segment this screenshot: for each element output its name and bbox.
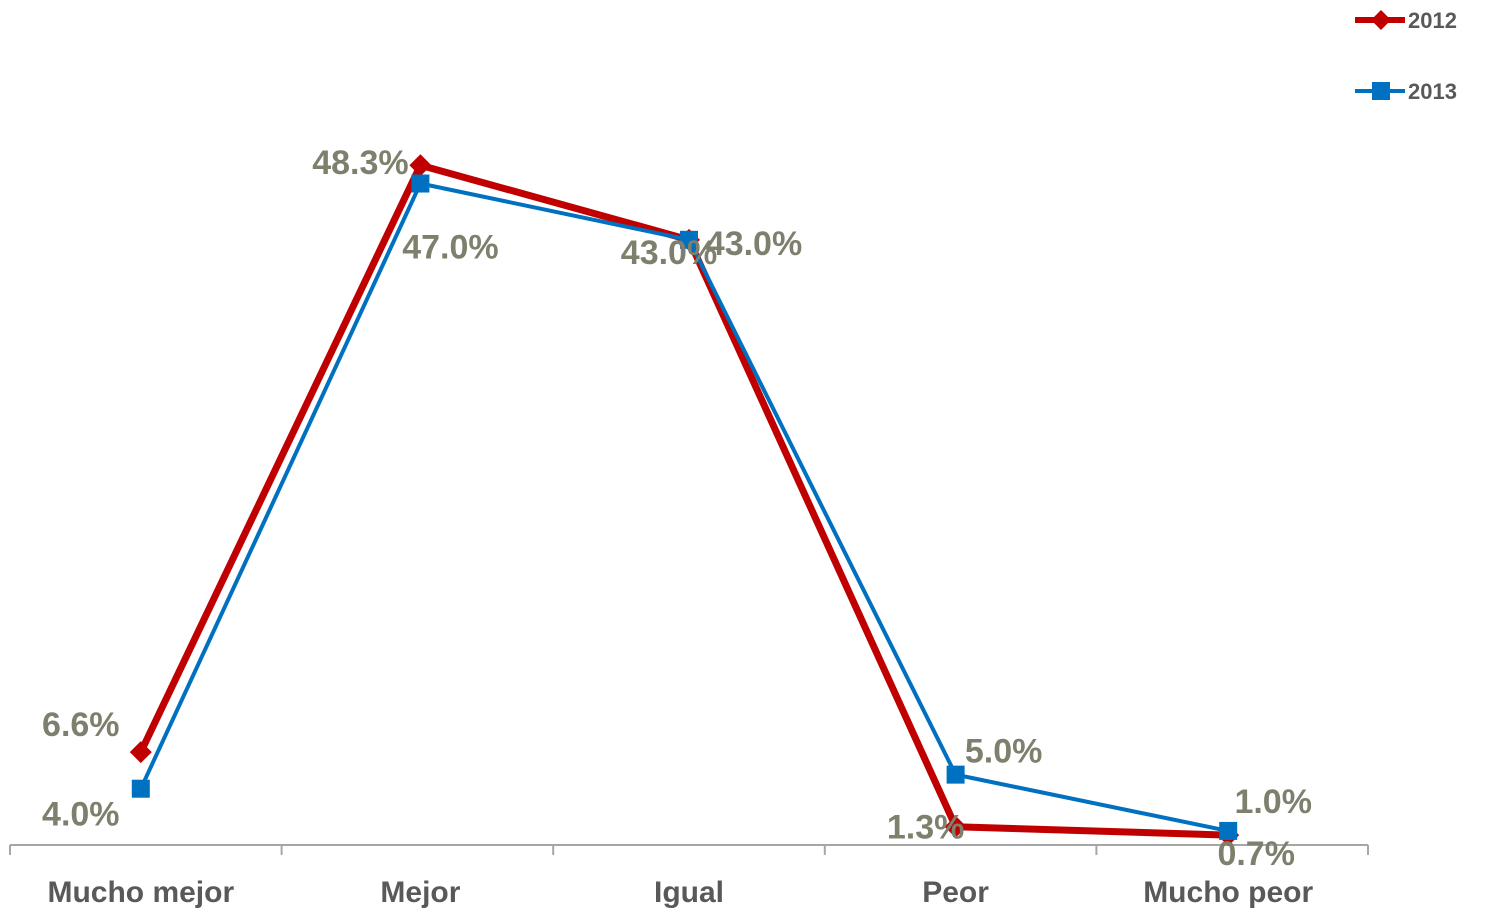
- data-label-2013: 4.0%: [42, 796, 120, 834]
- data-point-2013: [1219, 821, 1238, 840]
- x-axis: Mucho mejor Mejor Igual Peor Mucho peor: [9, 844, 1369, 909]
- x-tick-label: Igual: [654, 876, 724, 909]
- data-point-2013: [680, 230, 698, 249]
- data-label-2013: 47.0%: [402, 229, 498, 267]
- x-tick-label: Mucho peor: [1143, 876, 1313, 909]
- data-point-2012: [129, 741, 152, 764]
- data-point-2013: [946, 765, 965, 784]
- data-point-2012: [409, 154, 432, 177]
- data-label-2012: 43.0%: [621, 234, 717, 272]
- legend-label-2012: 2012: [1408, 8, 1457, 33]
- data-point-2012: [944, 815, 967, 838]
- legend-marker-2013: [1372, 82, 1390, 100]
- legend-marker-2012: [1371, 10, 1391, 30]
- legend-label-2013: 2013: [1408, 79, 1457, 104]
- data-label-2013: 1.0%: [1234, 783, 1312, 821]
- legend: 2012 2013: [1355, 8, 1457, 104]
- x-tick-label: Mejor: [380, 876, 460, 909]
- data-label-2013: 5.0%: [965, 733, 1043, 771]
- data-label-2012: 0.7%: [1217, 835, 1295, 873]
- x-tick-label: Peor: [922, 876, 989, 909]
- data-point-2013: [411, 174, 430, 193]
- data-label-2013: 43.0%: [706, 225, 802, 263]
- data-label-2012: 1.3%: [887, 809, 965, 847]
- data-point-2013: [131, 779, 150, 798]
- x-tick-label: Mucho mejor: [47, 876, 234, 909]
- data-label-2012: 6.6%: [42, 706, 120, 744]
- data-labels: 6.6% 48.3% 43.0% 1.3% 0.7% 4.0% 47.0% 43.0% 5.0%…: [42, 144, 1312, 873]
- series-layer: [129, 154, 1240, 847]
- series-line-2013: [138, 181, 1229, 833]
- data-label-2012: 48.3%: [312, 144, 408, 182]
